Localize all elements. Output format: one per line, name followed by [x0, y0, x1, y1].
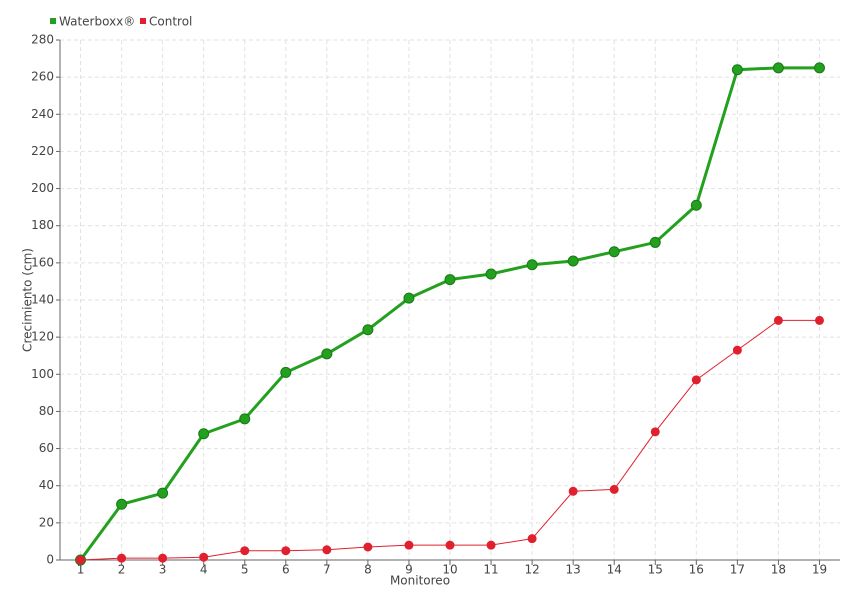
point	[240, 546, 250, 556]
point	[281, 546, 291, 556]
x-tick-label: 8	[364, 563, 372, 577]
y-tick-label: 180	[31, 218, 54, 232]
y-tick-label: 120	[31, 330, 54, 344]
x-tick-label: 5	[241, 563, 249, 577]
point	[567, 255, 579, 267]
x-tick-label: 9	[405, 563, 413, 577]
y-tick-label: 160	[31, 255, 54, 269]
x-tick-label: 13	[566, 563, 581, 577]
point	[731, 64, 743, 76]
point	[526, 259, 538, 271]
point	[772, 62, 784, 74]
point	[403, 292, 415, 304]
x-tick-label: 15	[648, 563, 663, 577]
legend-swatch	[140, 18, 146, 24]
point	[157, 487, 169, 499]
y-tick-label: 200	[31, 181, 54, 195]
point	[650, 427, 660, 437]
y-tick-label: 20	[39, 515, 54, 529]
point	[814, 315, 824, 325]
point	[690, 199, 702, 211]
x-tick-label: 12	[524, 563, 539, 577]
x-tick-label: 6	[282, 563, 290, 577]
point	[773, 315, 783, 325]
y-tick-label: 80	[39, 404, 54, 418]
point	[444, 274, 456, 286]
x-tick-label: 1	[77, 563, 85, 577]
point	[568, 486, 578, 496]
legend-swatch	[50, 18, 56, 24]
point	[485, 268, 497, 280]
point	[116, 498, 128, 510]
legend-label: Control	[149, 15, 192, 29]
point	[445, 540, 455, 550]
x-tick-label: 19	[812, 563, 827, 577]
point	[649, 236, 661, 248]
point	[608, 246, 620, 258]
point	[363, 542, 373, 552]
point	[199, 552, 209, 562]
point	[239, 413, 251, 425]
y-tick-label: 280	[31, 33, 54, 47]
x-tick-label: 16	[689, 563, 704, 577]
y-tick-label: 0	[46, 553, 54, 567]
point	[404, 540, 414, 550]
x-tick-label: 2	[118, 563, 126, 577]
point	[609, 484, 619, 494]
x-tick-label: 11	[483, 563, 498, 577]
point	[322, 545, 332, 555]
point	[198, 428, 210, 440]
x-tick-label: 18	[771, 563, 786, 577]
x-tick-label: 7	[323, 563, 331, 577]
point	[117, 553, 127, 563]
x-tick-label: 14	[607, 563, 622, 577]
x-tick-label: 4	[200, 563, 208, 577]
y-tick-label: 260	[31, 70, 54, 84]
point	[158, 553, 168, 563]
y-tick-label: 140	[31, 293, 54, 307]
y-tick-label: 240	[31, 107, 54, 121]
x-tick-label: 10	[442, 563, 457, 577]
legend-label: Waterboxx®	[59, 15, 135, 29]
y-tick-label: 60	[39, 441, 54, 455]
y-tick-label: 220	[31, 144, 54, 158]
y-tick-label: 40	[39, 478, 54, 492]
point	[76, 555, 86, 565]
point	[691, 375, 701, 385]
point	[486, 540, 496, 550]
point	[362, 324, 374, 336]
point	[813, 62, 825, 74]
x-tick-label: 17	[730, 563, 745, 577]
point	[321, 348, 333, 360]
point	[732, 345, 742, 355]
x-tick-label: 3	[159, 563, 167, 577]
x-axis-label: Monitoreo	[390, 574, 450, 588]
point	[527, 534, 537, 544]
y-tick-label: 100	[31, 367, 54, 381]
point	[280, 366, 292, 378]
y-axis-label: Crecimiento (cm)	[21, 248, 35, 352]
